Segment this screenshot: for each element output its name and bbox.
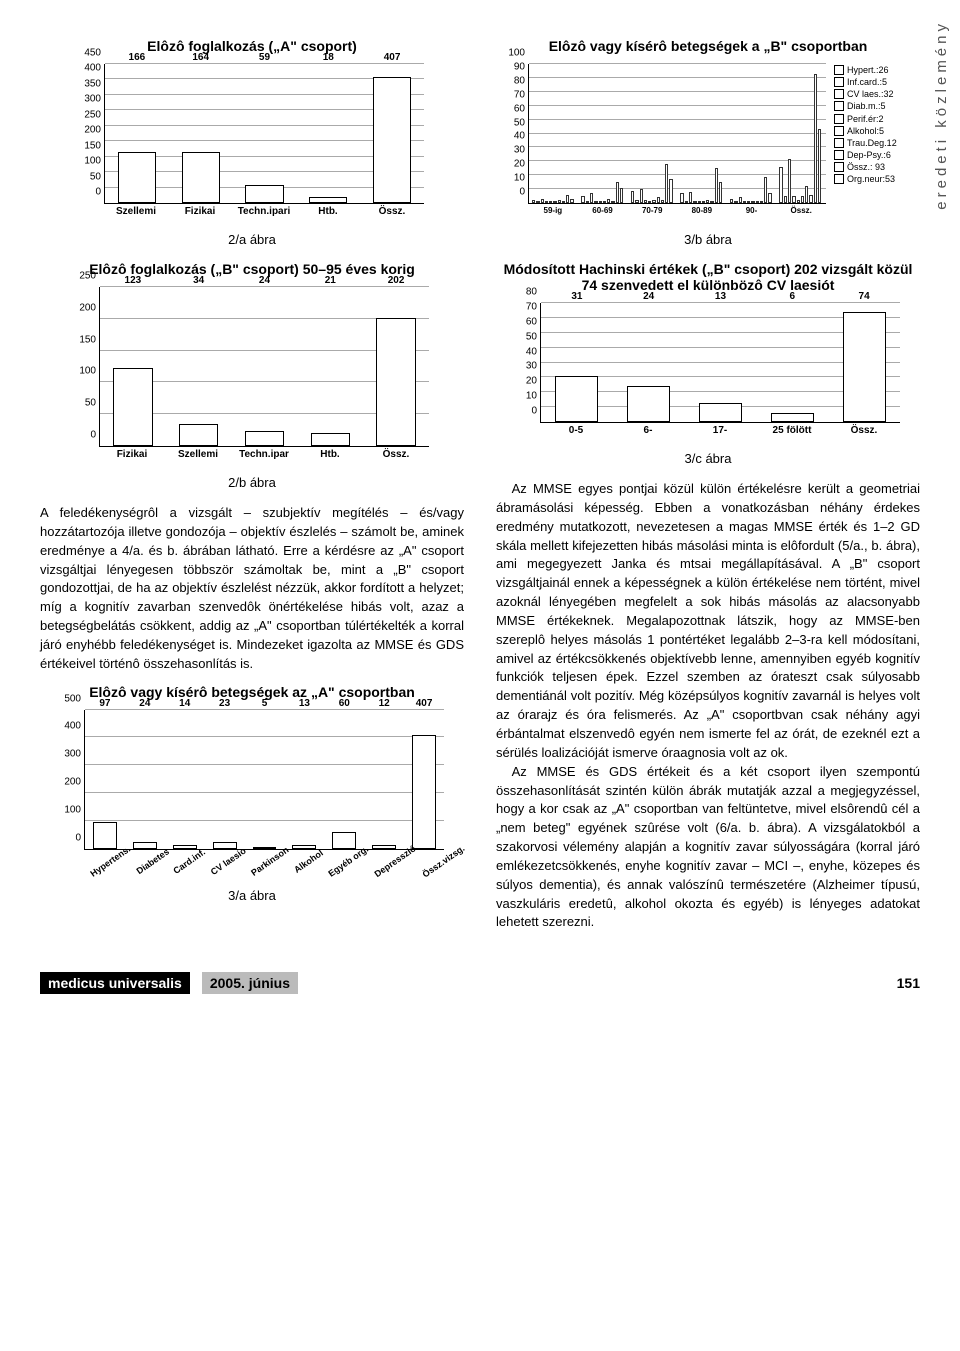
chart2b-caption: 2/b ábra (40, 475, 464, 490)
footer-left: medicus universalis 2005. június (40, 972, 298, 994)
chart2b: 050100150200250123342421202FizikaiSzelle… (67, 281, 437, 471)
right-column: Elôzô vagy kísérô betegségek a „B" csopo… (496, 30, 920, 932)
chart3b: 010203040506070809010059-ig60-6970-7980-… (496, 58, 926, 228)
chart3b-caption: 3/b ábra (496, 232, 920, 247)
section-vertical-label: eredeti közlemény (933, 20, 950, 210)
para-right-2: Az MMSE és GDS értékeit és a két csoport… (496, 763, 920, 933)
footer-date: 2005. június (202, 972, 298, 994)
chart2a: 0501001502002503003504004501661645918407… (72, 58, 432, 228)
chart3c-caption: 3/c ábra (496, 451, 920, 466)
footer-journal: medicus universalis (40, 972, 190, 994)
left-body-text: A feledékenységrôl a vizsgált – szubjekt… (40, 504, 464, 674)
page: eredeti közlemény Elôzô foglalkozás („A"… (0, 0, 960, 932)
chart3a: 0100200300400500972414235136012407Hypert… (52, 704, 452, 884)
chart2a-caption: 2/a ábra (40, 232, 464, 247)
para-left: A feledékenységrôl a vizsgált – szubjekt… (40, 504, 464, 674)
left-column: Elôzô foglalkozás („A" csoport) 05010015… (40, 30, 464, 932)
footer-page: 151 (897, 975, 920, 991)
para-right-1: Az MMSE egyes pontjai közül külön értéke… (496, 480, 920, 763)
right-body-text: Az MMSE egyes pontjai közül külön értéke… (496, 480, 920, 932)
two-column-layout: Elôzô foglalkozás („A" csoport) 05010015… (40, 30, 920, 932)
chart3b-title: Elôzô vagy kísérô betegségek a „B" csopo… (496, 38, 920, 54)
chart3c: 010203040506070803124136740-56-17-25 föl… (508, 297, 908, 447)
page-footer: medicus universalis 2005. június 151 (0, 972, 960, 1014)
chart3c-title: Módosított Hachinski értékek („B" csopor… (496, 261, 920, 293)
